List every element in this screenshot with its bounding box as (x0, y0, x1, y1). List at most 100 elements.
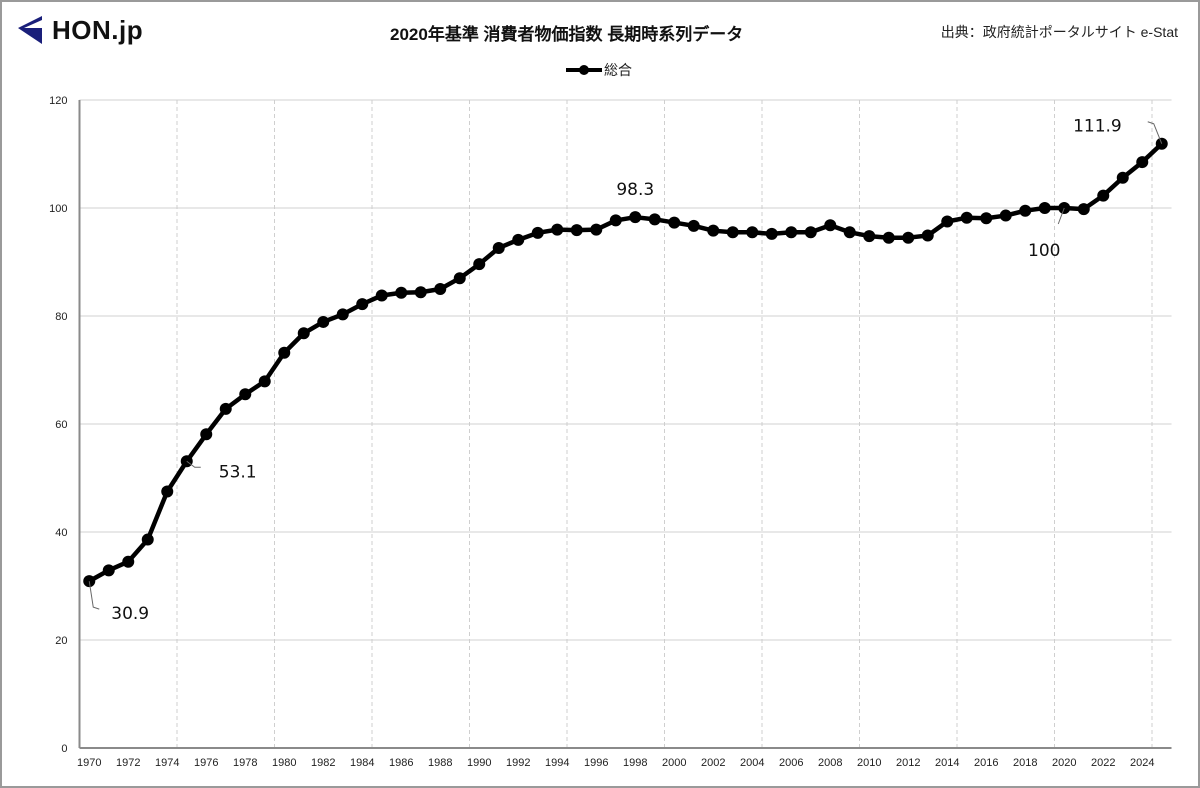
annotation-leader (186, 460, 201, 468)
x-tick-label: 1976 (194, 757, 218, 769)
legend-line-marker-icon (566, 65, 602, 75)
x-tick-label: 2010 (857, 757, 881, 769)
data-point (336, 308, 349, 321)
x-tick-label: 2002 (701, 757, 725, 769)
x-tick-label: 2024 (1130, 757, 1154, 769)
data-point (1019, 204, 1032, 217)
data-point (551, 223, 564, 236)
x-tick-label: 1998 (623, 757, 647, 769)
data-label: 111.9 (1073, 117, 1122, 137)
data-point (863, 230, 876, 243)
data-point (999, 209, 1012, 222)
x-tick-label: 1972 (116, 757, 140, 769)
data-point (726, 226, 739, 239)
y-tick-label: 40 (55, 527, 67, 539)
data-point (824, 219, 837, 232)
x-tick-label: 1996 (584, 757, 608, 769)
data-label: 53.1 (219, 462, 257, 482)
x-tick-label: 2004 (740, 757, 764, 769)
x-tick-label: 1992 (506, 757, 530, 769)
data-point (356, 298, 369, 311)
legend-label: 総合 (604, 63, 632, 79)
x-tick-label: 1984 (350, 757, 374, 769)
data-point (687, 219, 700, 232)
x-tick-label: 2012 (896, 757, 920, 769)
x-tick-label: 1994 (545, 757, 569, 769)
x-tick-label: 2018 (1013, 757, 1037, 769)
data-point (473, 258, 486, 271)
data-point (590, 223, 603, 236)
data-point (785, 226, 798, 239)
annotation-leader (88, 581, 100, 610)
data-point (414, 286, 427, 299)
data-point (453, 272, 466, 285)
x-tick-label: 2014 (935, 757, 959, 769)
data-point (668, 216, 681, 229)
data-point (765, 227, 778, 240)
y-tick-label: 120 (49, 95, 67, 107)
data-label: 100 (1028, 241, 1060, 261)
paper-plane-logo-icon (18, 16, 42, 44)
data-point (395, 286, 408, 299)
legend: 総合 (566, 60, 632, 80)
series-line-sogo (88, 142, 1164, 584)
source-credit: 出典：政府統計ポータルサイト e-Stat (940, 24, 1178, 40)
data-point (102, 564, 115, 577)
y-tick-label: 80 (55, 311, 67, 323)
data-point (1097, 189, 1110, 202)
data-point (843, 226, 856, 239)
logo-text: HON.jp (52, 14, 144, 45)
data-point (707, 224, 720, 237)
data-point (882, 231, 895, 244)
x-tick-label: 1978 (233, 757, 257, 769)
data-point (1136, 156, 1149, 169)
logo: HON.jp (16, 14, 143, 46)
x-tick-label: 1982 (311, 757, 335, 769)
data-point (141, 533, 154, 546)
x-tick-label: 2016 (974, 757, 998, 769)
x-tick-label: 1970 (77, 757, 101, 769)
data-point (492, 241, 505, 254)
data-label: 30.9 (111, 604, 149, 624)
x-tick-label: 1980 (272, 757, 296, 769)
data-point (629, 211, 642, 224)
y-tick-label: 0 (61, 743, 67, 755)
annotation-leader (1057, 207, 1065, 225)
data-point (1038, 202, 1051, 214)
y-tick-label: 20 (55, 635, 67, 647)
annotation-leader (1147, 121, 1163, 144)
data-point (434, 283, 447, 295)
x-tick-label: 2006 (779, 757, 803, 769)
x-tick-label: 1986 (389, 757, 413, 769)
data-point (570, 224, 583, 237)
data-point (258, 375, 271, 388)
data-point (297, 327, 310, 340)
data-point (648, 213, 661, 226)
data-point (1116, 171, 1129, 184)
data-point (941, 215, 954, 228)
data-point (161, 485, 174, 498)
data-point (960, 211, 973, 224)
x-tick-label: 2000 (662, 757, 686, 769)
data-point (200, 428, 213, 441)
y-tick-label: 100 (49, 203, 67, 215)
data-point (317, 315, 330, 328)
data-point (980, 212, 993, 225)
x-tick-label: 1990 (467, 757, 491, 769)
data-point (512, 233, 525, 246)
data-point (219, 402, 232, 415)
x-tick-label: 1988 (428, 757, 452, 769)
y-tick-label: 60 (55, 419, 67, 431)
data-point (375, 289, 388, 302)
data-point (239, 388, 252, 401)
data-point (746, 226, 759, 239)
x-tick-label: 2022 (1091, 757, 1115, 769)
data-point (902, 231, 915, 244)
x-tick-label: 2008 (818, 757, 842, 769)
x-tick-label: 1974 (155, 757, 179, 769)
data-point (609, 214, 622, 227)
data-point (531, 226, 544, 239)
data-label: 98.3 (616, 180, 654, 200)
